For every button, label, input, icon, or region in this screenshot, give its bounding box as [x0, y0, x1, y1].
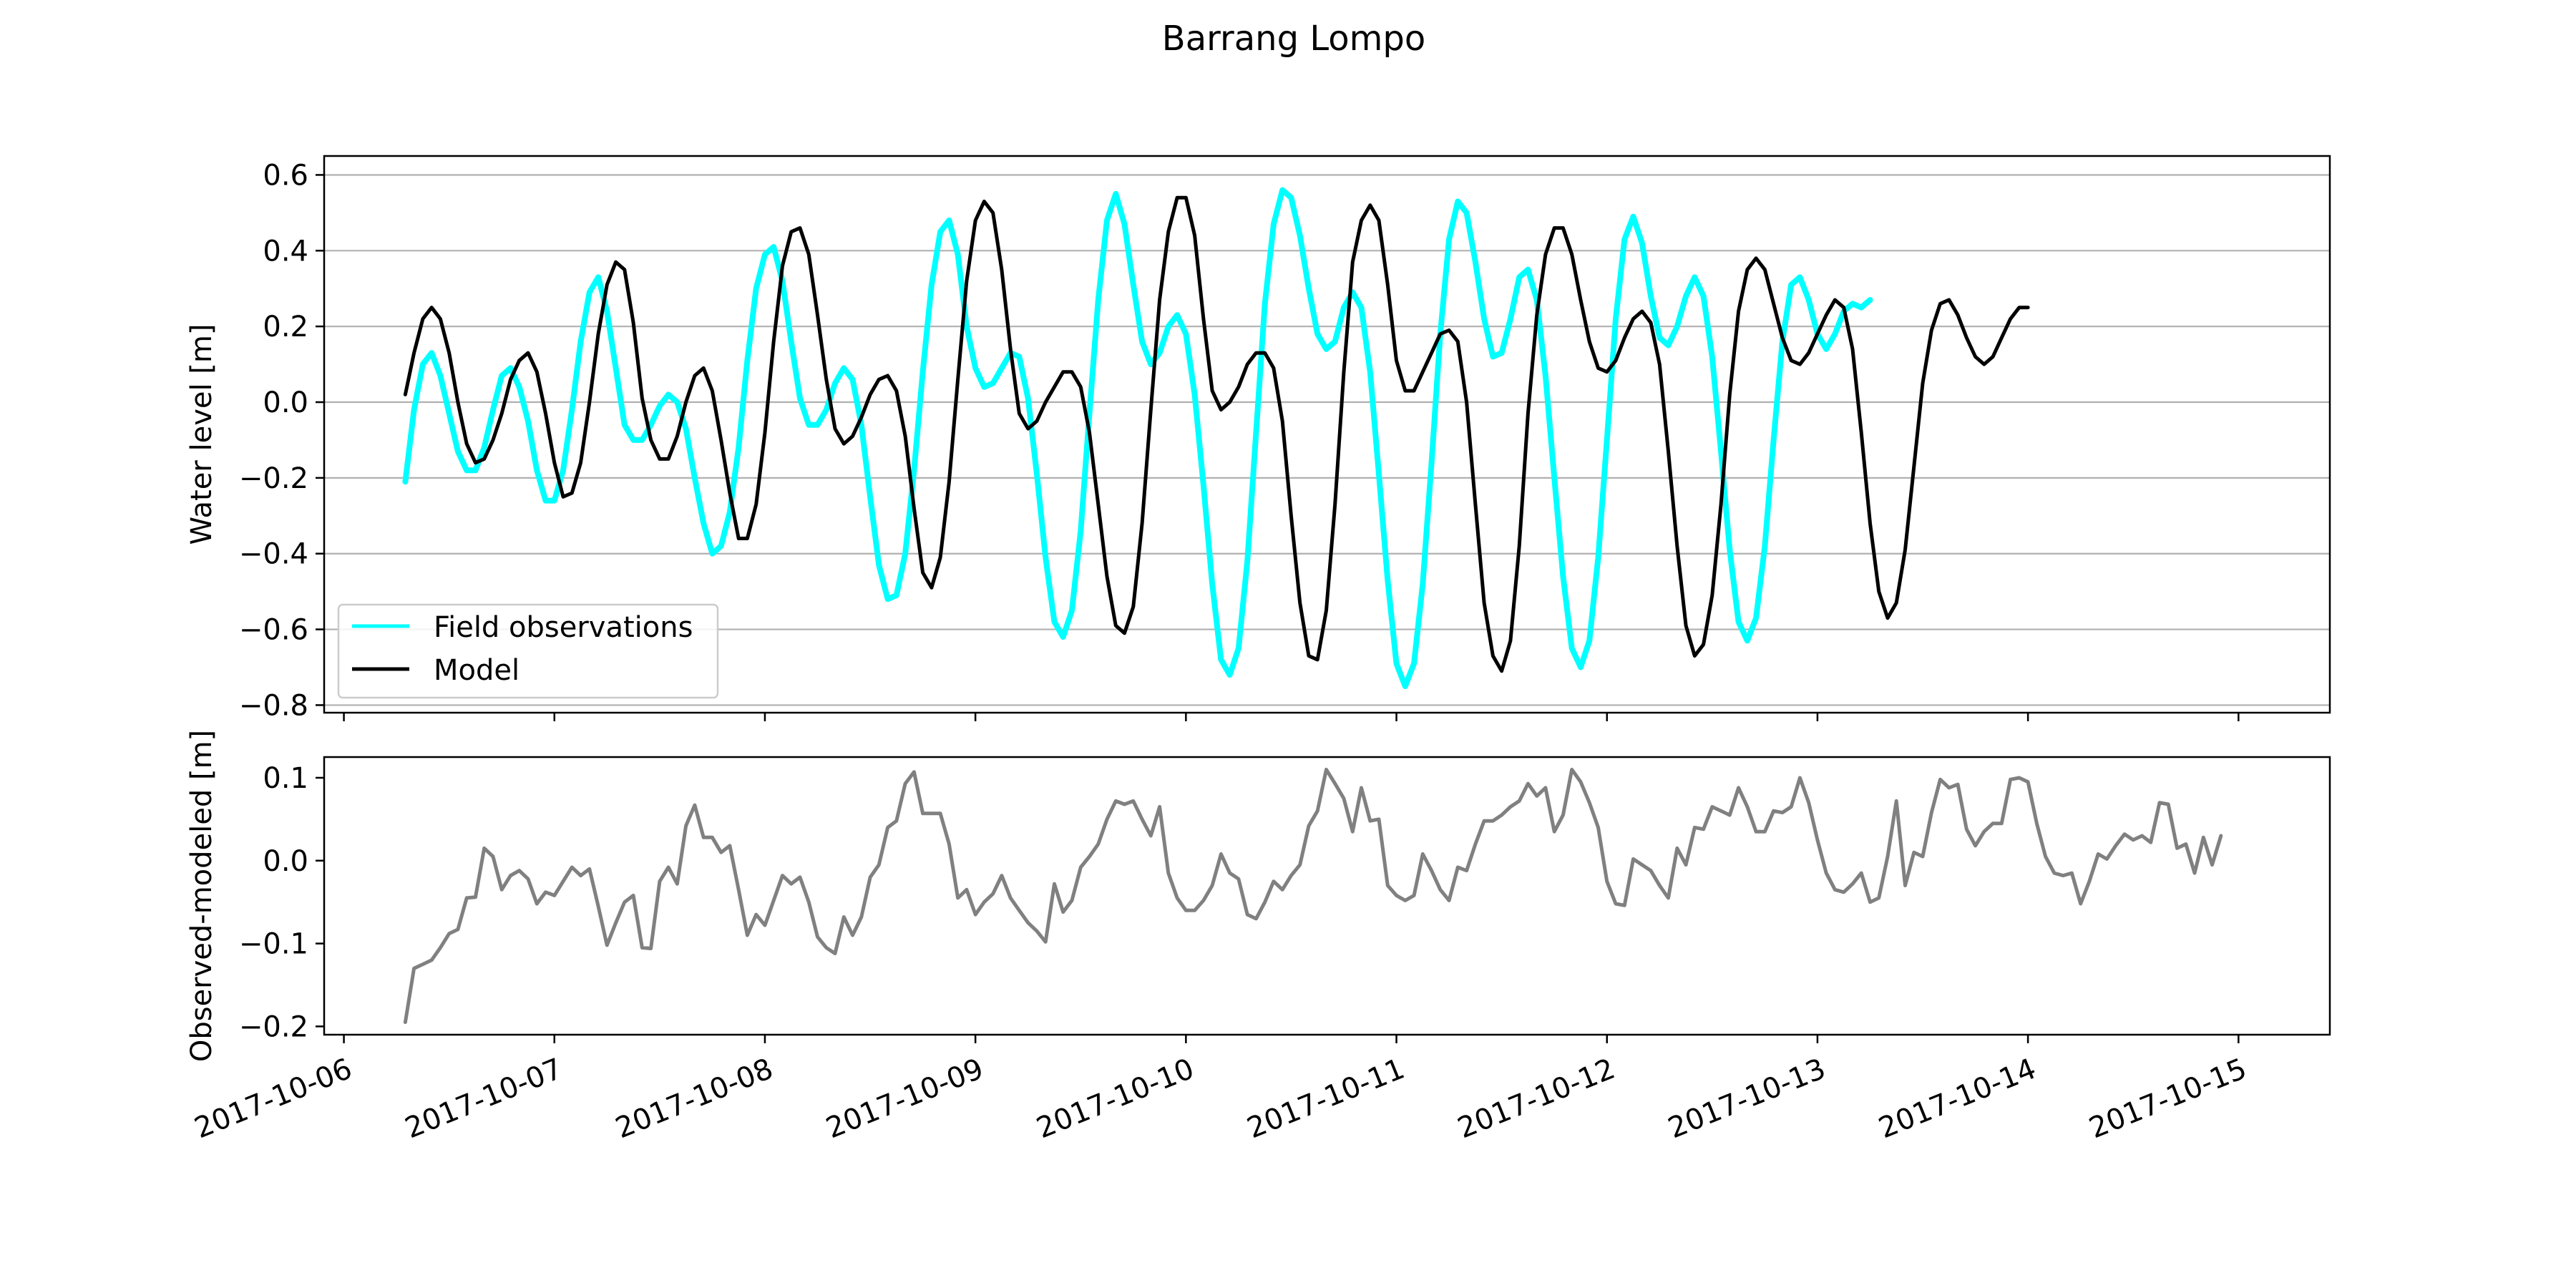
legend-label-model: Model [434, 654, 519, 687]
figure-title: Barrang Lompo [1162, 19, 1425, 59]
water-level-y-tick-label: 0.2 [263, 311, 308, 343]
water-level-panel: 0.6 0.4 0.2 0.0 −0.2 −0.4 −0.6 −0.8 Water level… [185, 155, 2331, 722]
water-level-y-axis-label: Water level [m] [185, 324, 218, 545]
water-level-x-ticks [343, 713, 2240, 721]
residual-y-tick-label: −0.1 [239, 928, 308, 961]
legend-frame [337, 603, 719, 699]
water-level-legend: Field observations Model [337, 603, 719, 699]
residual-series [403, 767, 2223, 1025]
residual-y-tick-label: 0.0 [263, 845, 308, 878]
residual-series-series-0 [403, 767, 2223, 1025]
legend-label-field-observations: Field observations [434, 611, 693, 644]
water-level-y-tick-label: −0.6 [239, 614, 308, 647]
water-level-y-tick-label: −0.8 [239, 689, 308, 722]
water-level-series-model [403, 195, 2030, 673]
water-level-y-tick-label: −0.2 [239, 462, 308, 495]
water-level-y-tick-label: −0.4 [239, 538, 308, 571]
water-level-y-tick-label: 0.6 [263, 159, 308, 192]
water-level-series [402, 187, 2030, 689]
water-level-y-tick-label: 0.4 [263, 235, 308, 268]
residual-y-tick-label: −0.2 [239, 1010, 308, 1043]
water-level-gridlines [324, 174, 2330, 706]
water-level-plot-frame [323, 155, 2331, 714]
residual-y-ticks: 0.1 0.0 −0.1 −0.2 [239, 762, 324, 1043]
water-level-y-tick-label: 0.0 [263, 386, 308, 419]
residual-y-tick-label: 0.1 [263, 762, 308, 795]
residual-plot-frame [323, 756, 2331, 1036]
water-level-y-ticks: 0.6 0.4 0.2 0.0 −0.2 −0.4 −0.6 −0.8 [239, 159, 324, 722]
residual-y-axis-label: Observed-modeled [m] [185, 730, 218, 1062]
